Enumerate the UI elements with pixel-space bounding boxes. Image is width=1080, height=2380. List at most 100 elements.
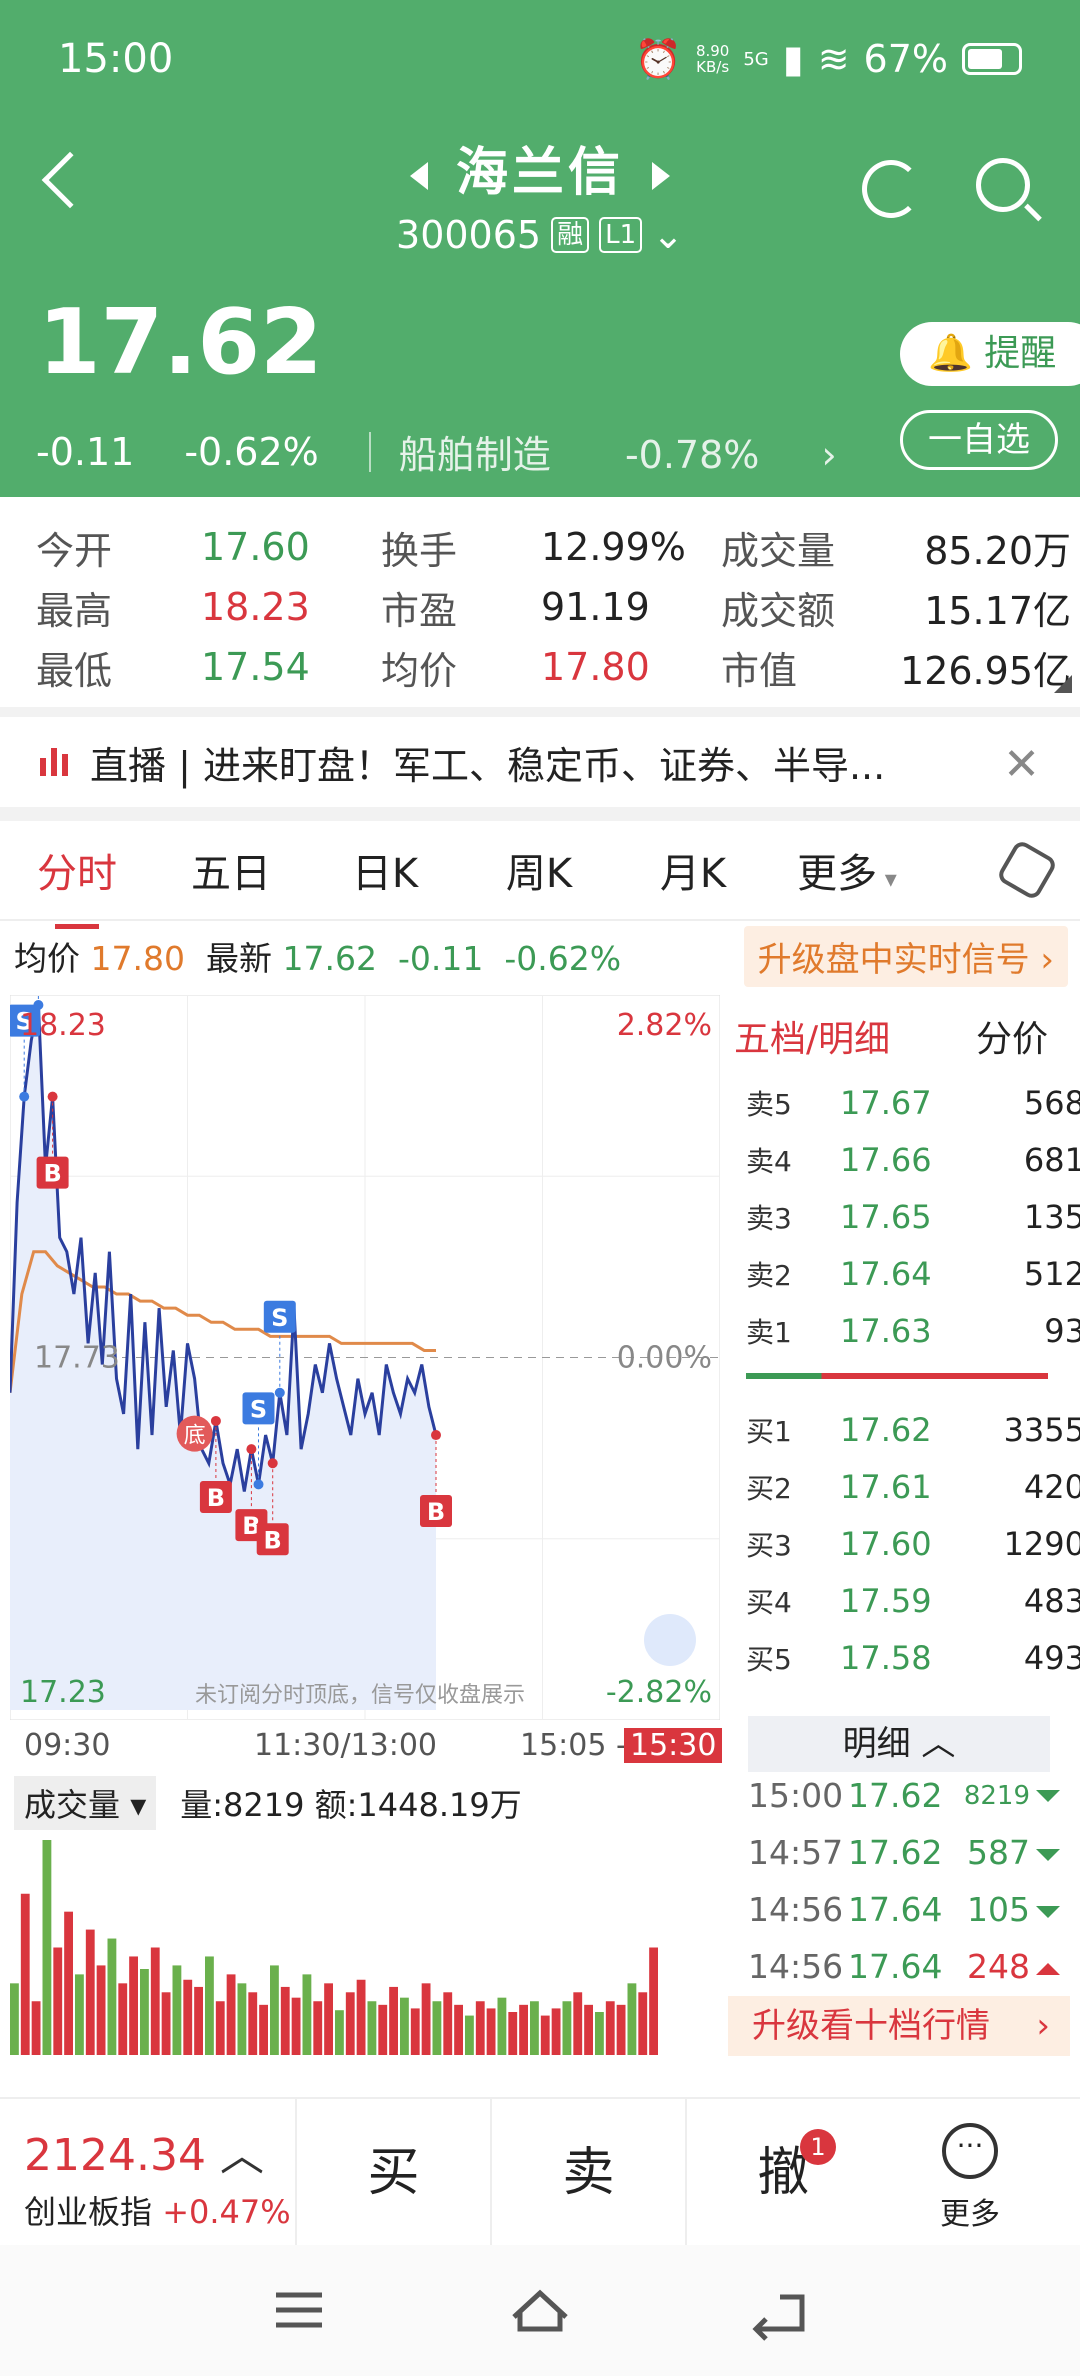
buy-signal-icon[interactable] — [420, 1495, 452, 1528]
system-nav-bar — [0, 2245, 1080, 2376]
trade-field: 14:56 — [748, 1890, 844, 1929]
order-p: 17.65 — [840, 1197, 932, 1236]
sell-signal-icon[interactable] — [10, 1004, 41, 1037]
tab-orderbook[interactable]: 五档/明细 — [734, 1019, 891, 1060]
stat-value: 17.54 — [201, 645, 310, 689]
trade-field: 17.62 — [848, 1833, 943, 1872]
divider — [0, 707, 1080, 717]
more-button[interactable]: ··· 更多 — [940, 2123, 1000, 2233]
volume-bar — [291, 1997, 301, 2055]
stat-label: 成交量 — [721, 528, 836, 573]
fullscreen-icon[interactable] — [644, 1614, 696, 1666]
trade-field: 17.64 — [848, 1890, 943, 1929]
volume-selector[interactable]: 成交量 ▾ — [14, 1776, 157, 1830]
tab-3[interactable]: 周K — [505, 851, 573, 897]
tab-1[interactable]: 五日 — [191, 851, 271, 897]
buy-signal-icon[interactable] — [256, 1523, 289, 1556]
volume-bar — [259, 2004, 268, 2055]
index-quote[interactable]: 2124.34 ︿ 创业板指 +0.47% — [24, 2130, 291, 2231]
buy-signal-icon[interactable] — [199, 1480, 232, 1513]
volume-header: 成交量 ▾ 量:8219 额:1448.19万 — [14, 1776, 522, 1830]
order-row[interactable]: 买1 17.62 3355 — [728, 1401, 1080, 1458]
volume-bar — [205, 1956, 214, 2055]
volume-bar — [75, 1974, 84, 2055]
buy-button[interactable]: 买 — [295, 2099, 490, 2247]
order-row[interactable]: 买2 17.61 420 — [728, 1458, 1080, 1515]
signal-dot — [19, 1091, 30, 1102]
sell-button[interactable]: 卖 — [490, 2099, 685, 2247]
margin-tag: 融 — [551, 217, 590, 253]
news-banner[interactable]: 直播 | 进来盯盘！军工、稳定币、证券、半导... ✕ — [0, 717, 1080, 807]
down-arrow-icon — [1036, 1790, 1060, 1802]
tab-2[interactable]: 日K — [351, 851, 419, 897]
order-p: 17.63 — [840, 1311, 932, 1350]
sell-signal-icon[interactable] — [242, 1392, 275, 1425]
order-row[interactable]: 买4 17.59 483 — [728, 1572, 1080, 1629]
stat-label: 今开 — [36, 528, 113, 573]
close-icon[interactable]: ✕ — [1003, 739, 1040, 790]
order-row[interactable]: 买5 17.58 493 — [728, 1629, 1080, 1686]
time-tick: 09:30 — [24, 1728, 111, 1763]
signal-letter: B — [264, 1526, 282, 1554]
order-row[interactable]: 买3 17.60 1290 — [728, 1515, 1080, 1572]
stat-label: 市盈 — [381, 588, 458, 633]
volume-bar — [421, 1983, 431, 2055]
add-favorite-button[interactable]: 一自选 — [900, 410, 1058, 470]
order-lv: 卖5 — [746, 1087, 792, 1121]
stat-label: 市值 — [721, 648, 798, 693]
intraday-chart-svg[interactable]: SSBBBSSBB底18.232.82%17.23-2.82%17.730.00… — [10, 995, 720, 1720]
remind-button[interactable]: 🔔 提醒 — [900, 322, 1080, 386]
news-text: 直播 | 进来盯盘！军工、稳定币、证券、半导... — [90, 743, 886, 788]
home-icon[interactable] — [512, 2289, 568, 2332]
search-icon[interactable] — [976, 158, 1030, 212]
trade-field: 15:00 — [748, 1776, 844, 1815]
order-v: 420 — [1023, 1467, 1080, 1506]
buy-signal-icon[interactable] — [36, 1156, 69, 1189]
order-row[interactable]: 卖4 17.66 681 — [728, 1131, 1080, 1188]
order-lv: 卖3 — [746, 1201, 792, 1235]
stats-row: 最低 17.54 均价 17.80 市值 126.95亿 — [36, 637, 1071, 697]
refresh-icon[interactable] — [862, 160, 920, 218]
tab-5[interactable]: 更多 ▾ — [797, 851, 897, 897]
detail-toggle[interactable]: 明细 ︿ — [748, 1716, 1050, 1772]
back-icon[interactable] — [41, 151, 99, 209]
order-row[interactable]: 卖3 17.65 135 — [728, 1188, 1080, 1245]
upgrade-signal-button[interactable]: 升级盘中实时信号 › — [743, 926, 1068, 987]
tab-price-dist[interactable]: 分价 — [975, 1019, 1048, 1060]
order-lv: 买2 — [746, 1471, 792, 1505]
next-stock-icon[interactable] — [652, 162, 670, 190]
y-high-label: 18.23 — [20, 1008, 106, 1043]
order-row[interactable]: 卖5 17.67 568 — [728, 1074, 1080, 1131]
upgrade-ten-level-button[interactable]: 升级看十档行情 › — [728, 1996, 1070, 2056]
net-speed: 8.90 KB/s — [695, 42, 730, 76]
up-arrow-icon — [1036, 1962, 1060, 1975]
live-icon — [40, 748, 68, 776]
tab-0[interactable]: 分时 — [0, 841, 154, 929]
cancel-order-button[interactable]: 撤 — [685, 2099, 880, 2247]
battery-percent: 67% — [863, 37, 948, 81]
order-lv: 买5 — [746, 1642, 792, 1676]
prev-stock-icon[interactable] — [409, 162, 428, 190]
settings-icon[interactable] — [995, 838, 1059, 902]
chevron-down-icon[interactable]: ⌄ — [652, 213, 684, 257]
volume-bar — [389, 1986, 398, 2055]
level-tag[interactable]: L1 — [599, 217, 643, 253]
bottom-signal-icon[interactable] — [176, 1415, 213, 1452]
tab-4[interactable]: 月K — [659, 851, 727, 897]
menu-icon[interactable] — [276, 2292, 322, 2328]
volume-bar — [475, 2001, 485, 2055]
intraday-chart[interactable]: SSBBBSSBB底18.232.82%17.23-2.82%17.730.00… — [10, 995, 720, 1720]
back-nav-icon[interactable] — [752, 2294, 805, 2341]
volume-bar — [270, 1965, 279, 2055]
industry-link[interactable]: 船舶制造 -0.78% › — [398, 433, 837, 477]
sell-signal-icon[interactable] — [263, 1300, 296, 1333]
volume-bar — [486, 2008, 496, 2055]
stats-panel[interactable]: 今开 17.60 换手 12.99% 成交量 85.20万 最高 18.23 市盈 91.19 成交… — [0, 497, 1080, 707]
expand-corner-icon[interactable] — [1054, 675, 1072, 693]
volume-chart[interactable] — [10, 1820, 660, 2055]
order-v: 512 — [1023, 1254, 1080, 1293]
order-row[interactable]: 卖1 17.63 93 — [728, 1302, 1080, 1359]
order-row[interactable]: 卖2 17.64 512 — [728, 1245, 1080, 1302]
volume-bar — [616, 2004, 626, 2055]
signal-letter: S — [16, 1008, 33, 1036]
